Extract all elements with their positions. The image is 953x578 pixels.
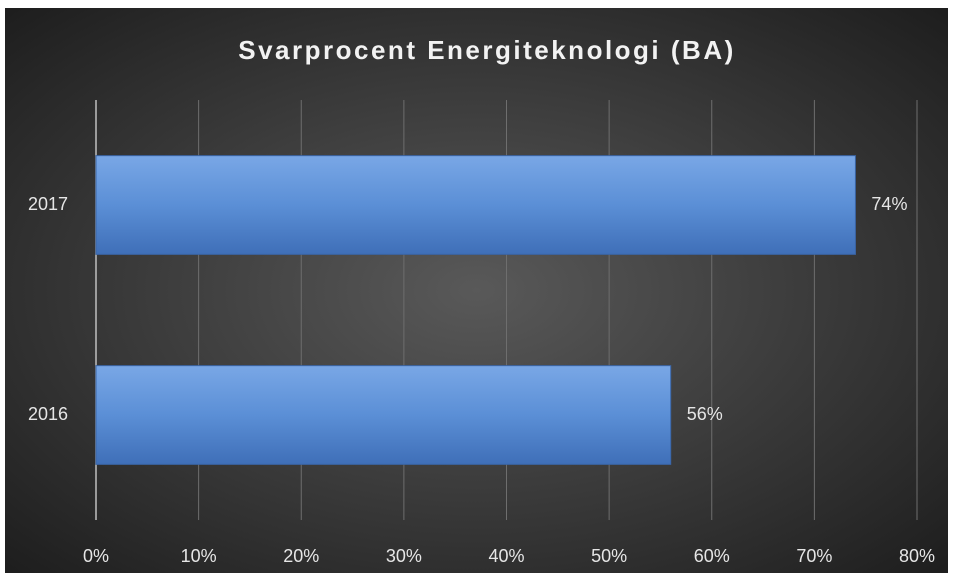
x-tick-label: 70% <box>796 546 832 566</box>
chart-title: Svarprocent Energiteknologi (BA) <box>238 35 736 65</box>
data-label: 56% <box>687 404 723 424</box>
bar <box>95 365 672 465</box>
data-label: 74% <box>871 194 907 214</box>
y-tick-label: 2016 <box>28 404 68 424</box>
bar <box>95 155 856 255</box>
x-tick-label: 10% <box>181 546 217 566</box>
x-tick-label: 0% <box>83 546 109 566</box>
x-tick-label: 50% <box>591 546 627 566</box>
y-tick-label: 2017 <box>28 194 68 214</box>
x-tick-label: 30% <box>386 546 422 566</box>
x-tick-label: 60% <box>694 546 730 566</box>
x-tick-label: 40% <box>488 546 524 566</box>
x-tick-label: 80% <box>899 546 935 566</box>
chart-background <box>5 8 948 573</box>
x-tick-label: 20% <box>283 546 319 566</box>
